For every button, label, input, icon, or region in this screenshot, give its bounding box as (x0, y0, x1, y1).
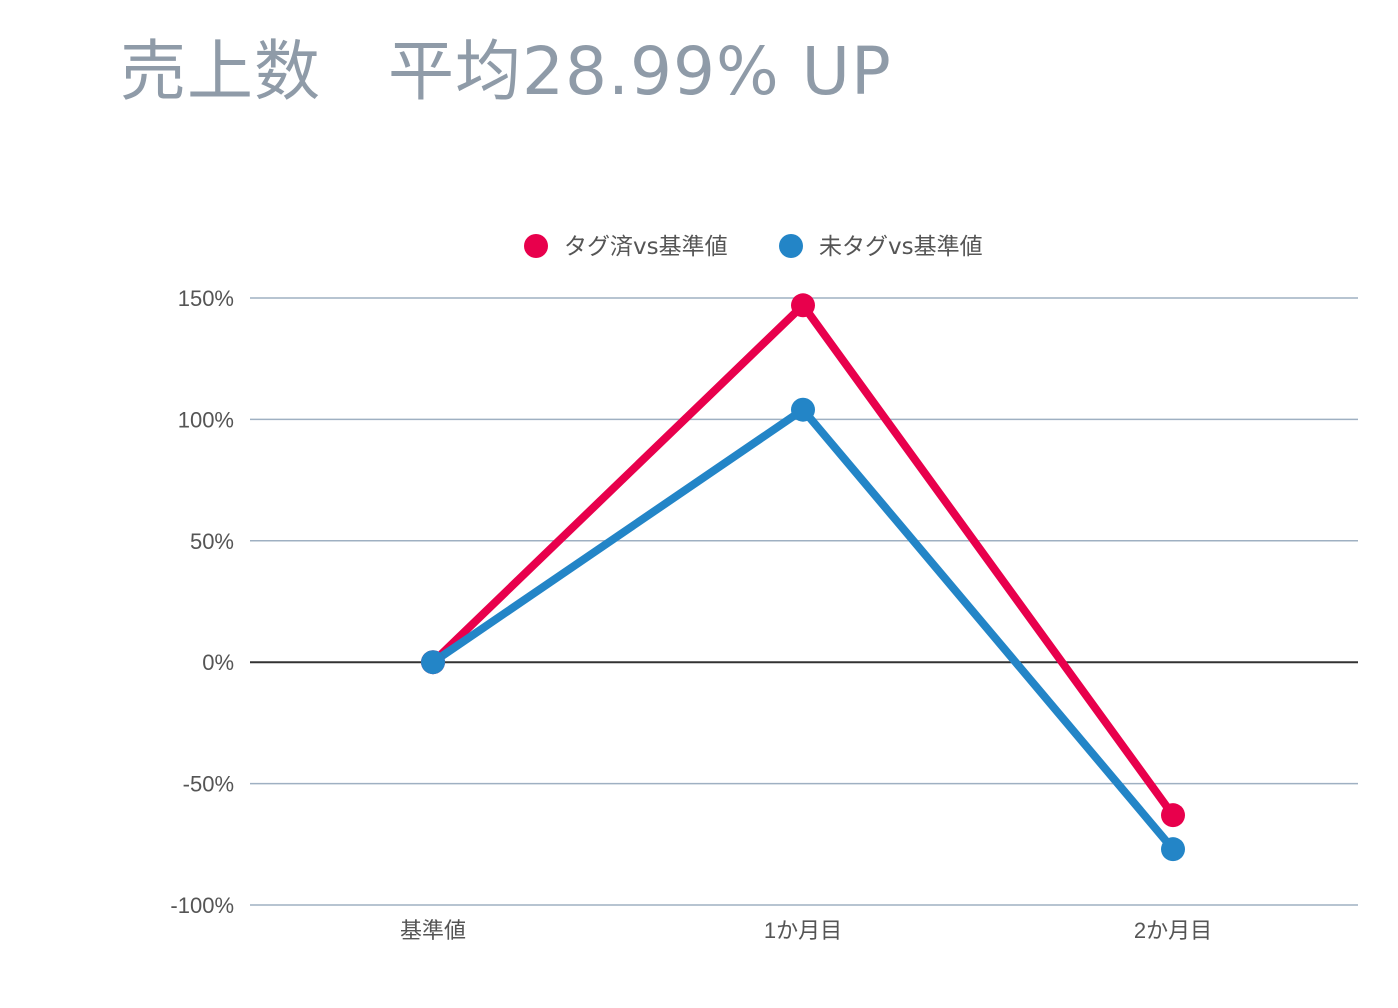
grid-lines (250, 297, 1358, 906)
legend-label: 未タグvs基準値 (819, 234, 983, 260)
y-tick-label: 0% (202, 650, 234, 675)
x-axis-ticks: 基準値 1か月目 2か月目 (400, 918, 1212, 943)
chart-title: 売上数 平均28.99% UP (120, 33, 892, 110)
series-lines (421, 293, 1185, 862)
y-tick-label: -100% (170, 893, 234, 918)
x-tick-label: 基準値 (400, 918, 466, 943)
legend: タグ済vs基準値 未タグvs基準値 (524, 234, 983, 260)
y-tick-label: 100% (178, 407, 234, 432)
data-point (421, 650, 445, 675)
y-tick-label: -50% (183, 772, 234, 797)
y-axis-ticks: 150% 100% 50% 0% -50% -100% (170, 286, 234, 918)
data-point (791, 293, 815, 318)
series-line-1 (429, 301, 1177, 820)
x-tick-label: 1か月目 (764, 918, 842, 943)
legend-marker (779, 234, 803, 258)
y-tick-label: 50% (190, 529, 234, 554)
y-tick-label: 150% (178, 286, 234, 311)
data-point (791, 397, 815, 422)
legend-marker (524, 234, 548, 258)
x-tick-label: 2か月目 (1134, 918, 1212, 943)
data-point (1161, 803, 1185, 828)
data-point (1161, 837, 1185, 862)
legend-label: タグ済vs基準値 (564, 234, 728, 260)
